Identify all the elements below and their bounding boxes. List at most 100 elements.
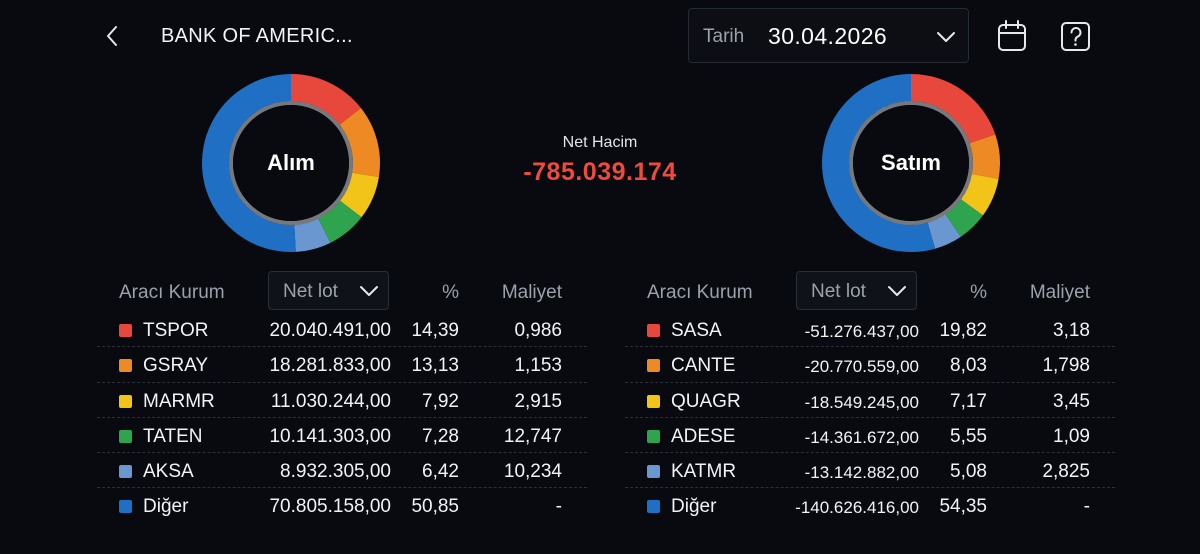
row-cost: - [1083, 496, 1090, 518]
sell-slice-5[interactable] [927, 214, 961, 249]
chevron-down-icon [888, 286, 906, 296]
row-lot: -51.276.437,00 [804, 322, 919, 341]
table-row[interactable]: Diğer -140.626.416,00 54,35 - [625, 488, 1115, 523]
table-row[interactable]: ADESE -14.361.672,00 5,55 1,09 [625, 418, 1115, 454]
row-cost: 2,825 [1042, 461, 1090, 483]
row-symbol: TSPOR [143, 320, 209, 341]
row-percent: 14,39 [411, 320, 459, 341]
header: BANK OF AMERIC... Tarih 30.04.2026 [0, 0, 1200, 72]
lot-type-dropdown[interactable]: Net lot [796, 271, 917, 310]
buy-center [233, 105, 349, 221]
color-swatch [119, 394, 132, 408]
table-row[interactable]: QUAGR -18.549.245,00 7,17 3,45 [625, 383, 1115, 418]
table-row[interactable]: Diğer 70.805.158,00 50,85 - [97, 488, 587, 523]
sell-table-header: Aracı Kurum Net lot % Maliyet [625, 270, 1115, 312]
table-row[interactable]: AKSA 8.932.305,00 6,42 10,234 [97, 453, 587, 489]
row-symbol: KATMR [671, 461, 737, 483]
row-symbol: QUAGR [671, 390, 741, 412]
buy-donut-label: Alım [267, 150, 315, 175]
row-cost: 1,798 [1042, 355, 1090, 377]
chevron-left-icon [107, 26, 117, 46]
row-percent: 6,42 [422, 461, 459, 483]
table-row[interactable]: CANTE -20.770.559,00 8,03 1,798 [625, 347, 1115, 383]
sell-slice-3[interactable] [961, 174, 999, 216]
help-button[interactable] [1059, 18, 1093, 54]
percent-column-header: % [442, 282, 459, 303]
row-percent: 50,85 [411, 496, 459, 518]
lot-type-label: Net lot [283, 281, 338, 302]
net-volume-value: -785.039.174 [523, 158, 677, 186]
row-cost: 3,18 [1053, 320, 1090, 341]
table-row[interactable]: KATMR -13.142.882,00 5,08 2,825 [625, 453, 1115, 489]
buy-donut-chart: Alım [200, 72, 382, 254]
calendar-button[interactable] [995, 18, 1029, 54]
sell-slice-6[interactable] [822, 74, 936, 253]
row-symbol: MARMR [143, 390, 215, 412]
lot-type-label: Net lot [811, 281, 866, 302]
row-lot: 20.040.491,00 [269, 320, 391, 341]
table-row[interactable]: MARMR 11.030.244,00 7,92 2,915 [97, 383, 587, 418]
buy-slice-3[interactable] [340, 172, 379, 218]
row-percent: 13,13 [411, 355, 459, 377]
buy-slice-2[interactable] [339, 107, 380, 178]
buy-slice-4[interactable] [318, 200, 362, 243]
sell-table: Aracı Kurum Net lot % Maliyet SASA -51.2… [625, 270, 1115, 524]
row-percent: 5,08 [950, 461, 987, 483]
color-swatch [647, 394, 660, 408]
row-cost: 1,153 [514, 355, 562, 377]
table-row[interactable]: GSRAY 18.281.833,00 13,13 1,153 [97, 347, 587, 383]
buy-donut-svg [202, 74, 380, 252]
sell-donut-chart: Satım [820, 72, 1002, 254]
sell-donut-svg [822, 74, 1000, 253]
color-swatch [119, 500, 132, 514]
color-swatch [647, 465, 660, 479]
sell-slice-2[interactable] [969, 134, 1000, 179]
row-percent: 19,82 [939, 320, 987, 341]
row-percent: 5,55 [950, 425, 987, 447]
buy-slice-6[interactable] [202, 74, 296, 252]
table-row[interactable]: TSPOR 20.040.491,00 14,39 0,986 [97, 312, 587, 348]
row-symbol: SASA [671, 320, 722, 341]
back-button[interactable] [96, 18, 128, 54]
buy-slice-5[interactable] [294, 218, 331, 252]
row-symbol: Diğer [143, 496, 189, 518]
row-cost: - [555, 496, 562, 518]
row-lot: 18.281.833,00 [269, 355, 391, 377]
table-row[interactable]: SASA -51.276.437,00 19,82 3,18 [625, 312, 1115, 348]
buy-slice-1[interactable] [291, 74, 361, 125]
row-cost: 12,747 [503, 425, 562, 447]
row-lot: 8.932.305,00 [280, 461, 391, 483]
row-lot: 11.030.244,00 [270, 390, 391, 412]
broker-column-header: Aracı Kurum [119, 282, 225, 303]
row-lot: -20.770.559,00 [804, 357, 919, 377]
date-selector[interactable]: Tarih 30.04.2026 [688, 8, 969, 63]
percent-column-header: % [970, 282, 987, 303]
buy-inner-ring [229, 101, 353, 225]
row-percent: 7,17 [950, 390, 987, 412]
color-swatch [647, 500, 660, 514]
row-percent: 54,35 [939, 496, 987, 518]
calendar-icon [998, 20, 1026, 51]
sell-slice-4[interactable] [945, 199, 983, 237]
table-row[interactable]: TATEN 10.141.303,00 7,28 12,747 [97, 418, 587, 454]
row-lot: 70.805.158,00 [269, 496, 391, 518]
date-label: Tarih [703, 26, 745, 47]
color-swatch [119, 359, 132, 373]
row-symbol: Diğer [671, 496, 717, 518]
row-lot: -13.142.882,00 [804, 463, 919, 483]
color-swatch [647, 324, 660, 337]
row-lot: 10.141.303,00 [269, 425, 391, 447]
color-swatch [119, 465, 132, 479]
row-symbol: ADESE [671, 425, 736, 447]
color-swatch [119, 429, 132, 443]
row-symbol: TATEN [143, 425, 203, 447]
color-swatch [119, 324, 132, 337]
cost-column-header: Maliyet [1029, 282, 1090, 303]
question-mark-icon [1061, 22, 1090, 51]
sell-slice-1[interactable] [911, 74, 996, 144]
row-symbol: AKSA [143, 461, 194, 483]
broker-column-header: Aracı Kurum [647, 282, 753, 303]
lot-type-dropdown[interactable]: Net lot [268, 271, 389, 310]
row-percent: 7,28 [422, 425, 459, 447]
row-symbol: CANTE [671, 355, 736, 377]
